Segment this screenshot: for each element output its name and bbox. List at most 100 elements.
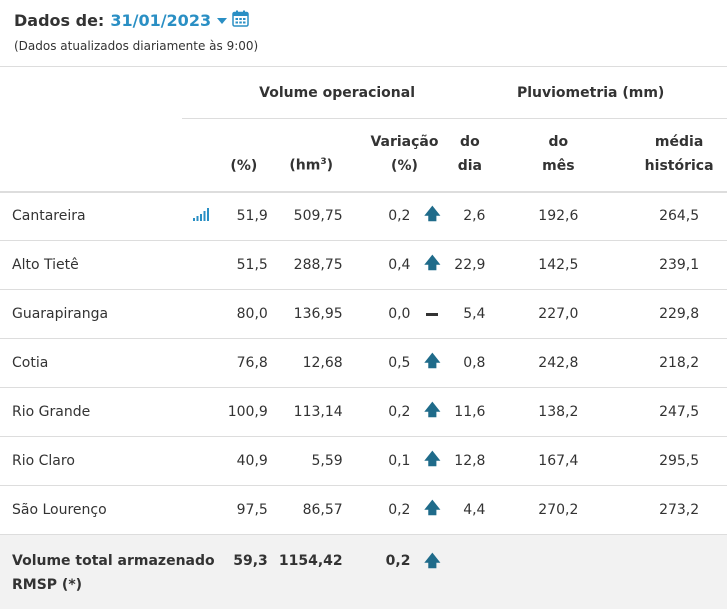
cell-pct: 51,9 [219, 191, 268, 241]
cell-media: 218,2 [631, 338, 727, 388]
update-note: (Dados atualizados diariamente às 9:00) [14, 39, 259, 53]
cell-var: 0,1 [354, 436, 411, 486]
cell-mes: 192,6 [485, 191, 632, 241]
cell-media: 273,2 [631, 485, 727, 535]
arrow-up-icon: 🡅 [424, 399, 441, 419]
trend-cell: 🡅 [410, 387, 455, 437]
cell-mes: 142,5 [485, 240, 632, 290]
arrow-up-icon: 🡅 [424, 350, 441, 370]
cell-pct: 100,9 [219, 387, 268, 437]
reservoir-name: Guarapiranga [0, 289, 183, 339]
dash-icon [426, 312, 439, 316]
table-row: Cotia 76,8 12,68 0,5 🡅 0,8 242,8 218,2 [0, 338, 727, 388]
volume-group-header: Volume operacional [219, 66, 455, 119]
cell-media: 229,8 [631, 289, 727, 339]
cell-hm3: 136,95 [267, 289, 355, 339]
trend-cell: 🡅 [410, 191, 455, 241]
cell-hm3: 12,68 [267, 338, 355, 388]
arrow-up-icon: 🡅 [424, 551, 441, 570]
page-header: Dados de: 31/01/2023 (Dados atualizados … [14, 8, 714, 53]
cell-hm3: 113,14 [267, 387, 355, 437]
total-var: 0,2 [354, 534, 411, 609]
cell-dia: 22,9 [454, 240, 486, 290]
reservoir-name: Rio Claro [0, 436, 183, 486]
group-header-row: Volume operacional Pluviometria (mm) [0, 66, 727, 119]
table-row: Cantareira 51,9 509,75 0,2 🡅 2,6 192,6 264,5 [0, 191, 727, 241]
reservoir-name: Cotia [0, 338, 183, 388]
total-pct: 59,3 [219, 534, 268, 609]
cell-mes: 270,2 [485, 485, 632, 535]
cell-pct: 97,5 [219, 485, 268, 535]
col-hm3-header: (hm3) [267, 118, 355, 192]
chart-cell [182, 289, 220, 339]
arrow-up-icon: 🡅 [424, 448, 441, 468]
cell-media: 239,1 [631, 240, 727, 290]
cell-hm3: 288,75 [267, 240, 355, 290]
cell-media: 247,5 [631, 387, 727, 437]
chart-cell [182, 436, 220, 486]
reservoir-name: Cantareira [0, 191, 183, 241]
calendar-icon[interactable] [232, 10, 249, 31]
chart-cell [182, 240, 220, 290]
total-trend: 🡅 [410, 534, 455, 609]
table-row: Rio Grande 100,9 113,14 0,2 🡅 11,6 138,2 247,5 [0, 387, 727, 437]
cell-hm3: 5,59 [267, 436, 355, 486]
date-selector: Dados de: 31/01/2023 [14, 8, 714, 32]
col-var-header: Variação (%) [354, 118, 455, 192]
cell-pct: 76,8 [219, 338, 268, 388]
arrow-up-icon: 🡅 [424, 252, 441, 272]
cell-var: 0,2 [354, 387, 411, 437]
date-dropdown[interactable]: 31/01/2023 [110, 10, 212, 30]
chart-cell [182, 387, 220, 437]
col-mes-header: do mês [485, 118, 632, 192]
cell-mes: 138,2 [485, 387, 632, 437]
col-dia-header: do dia [454, 118, 486, 192]
reservoir-name: São Lourenço [0, 485, 183, 535]
col-pct-header: (%) [219, 118, 268, 192]
cell-hm3: 86,57 [267, 485, 355, 535]
cell-mes: 167,4 [485, 436, 632, 486]
chevron-down-icon[interactable] [217, 18, 228, 24]
cell-pct: 51,5 [219, 240, 268, 290]
arrow-up-icon: 🡅 [424, 203, 441, 223]
total-row: Volume total armazenado RMSP (*) 59,3 115… [0, 534, 727, 609]
cell-hm3: 509,75 [267, 191, 355, 241]
cell-var: 0,2 [354, 191, 411, 241]
cell-mes: 242,8 [485, 338, 632, 388]
cell-dia: 5,4 [454, 289, 486, 339]
column-header-row: (%) (hm3) Variação (%) do dia do mês média h… [0, 118, 727, 192]
reservoir-name: Alto Tietê [0, 240, 183, 290]
chart-cell [182, 338, 220, 388]
cell-dia: 11,6 [454, 387, 486, 437]
table-row: Alto Tietê 51,5 288,75 0,4 🡅 22,9 142,5 239,1 [0, 240, 727, 290]
trend-cell: 🡅 [410, 338, 455, 388]
cell-mes: 227,0 [485, 289, 632, 339]
col-media-header: média histórica [631, 118, 727, 192]
arrow-up-icon: 🡅 [424, 497, 441, 517]
cell-var: 0,5 [354, 338, 411, 388]
chart-cell [182, 485, 220, 535]
cell-dia: 12,8 [454, 436, 486, 486]
trend-cell [410, 289, 455, 339]
signal-bars-icon[interactable] [192, 207, 210, 225]
table-row: Rio Claro 40,9 5,59 0,1 🡅 12,8 167,4 295,5 [0, 436, 727, 486]
cell-media: 295,5 [631, 436, 727, 486]
chart-cell [182, 191, 220, 241]
cell-var: 0,0 [354, 289, 411, 339]
pluvio-group-header: Pluviometria (mm) [454, 66, 727, 119]
cell-media: 264,5 [631, 191, 727, 241]
trend-cell: 🡅 [410, 485, 455, 535]
trend-cell: 🡅 [410, 436, 455, 486]
cell-var: 0,2 [354, 485, 411, 535]
trend-cell: 🡅 [410, 240, 455, 290]
total-hm3: 1154,42 [267, 534, 355, 609]
total-label: Volume total armazenado RMSP (*) [0, 534, 220, 609]
table-row: Guarapiranga 80,0 136,95 0,0 5,4 227,0 229,8 [0, 289, 727, 339]
cell-pct: 40,9 [219, 436, 268, 486]
cell-dia: 0,8 [454, 338, 486, 388]
cell-dia: 2,6 [454, 191, 486, 241]
cell-dia: 4,4 [454, 485, 486, 535]
table-row: São Lourenço 97,5 86,57 0,2 🡅 4,4 270,2 273,2 [0, 485, 727, 535]
cell-pct: 80,0 [219, 289, 268, 339]
cell-var: 0,4 [354, 240, 411, 290]
